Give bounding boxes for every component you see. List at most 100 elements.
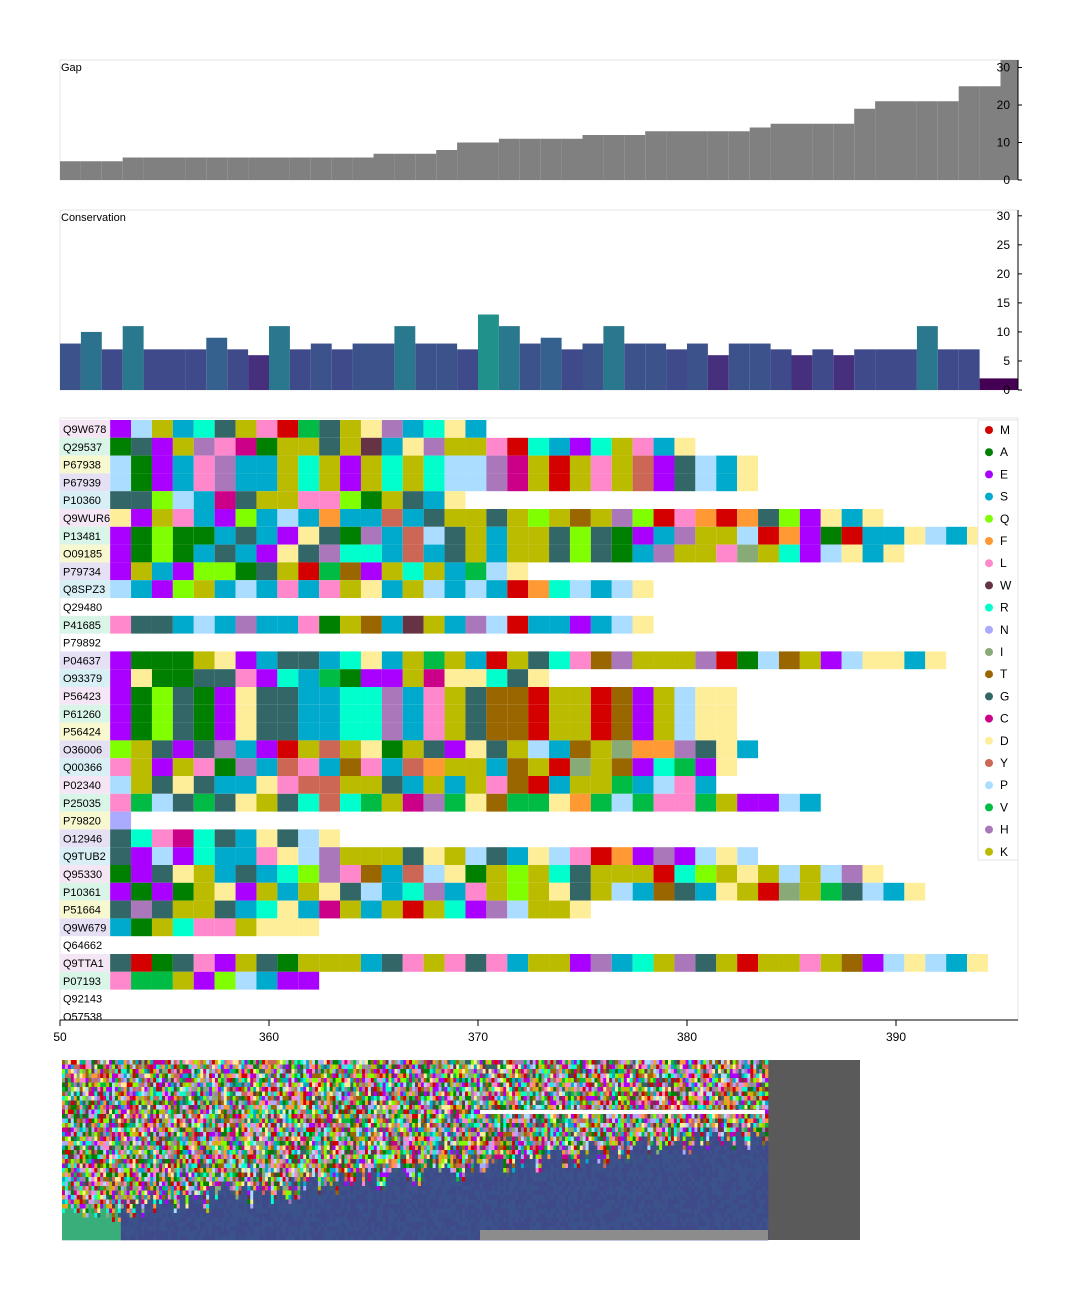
overview-cell: [256, 1091, 260, 1097]
overview-cell: [238, 1096, 242, 1101]
overview-cell: [173, 1105, 178, 1110]
overview-cell: [156, 1060, 160, 1065]
overview-cell: [76, 1213, 80, 1218]
overview-cell: [320, 1204, 325, 1209]
overview-cell: [259, 1222, 263, 1227]
overview-cell: [200, 1231, 204, 1236]
overview-cell: [247, 1087, 251, 1092]
overview-cell: [94, 1154, 98, 1160]
overview-cell: [164, 1190, 169, 1196]
overview-cell: [306, 1064, 310, 1070]
alignment-cell: [549, 437, 570, 456]
overview-cell: [159, 1154, 163, 1160]
overview-cell: [276, 1168, 280, 1173]
overview-cell: [341, 1195, 345, 1200]
overview-cell: [300, 1060, 304, 1065]
overview-cell: [120, 1159, 125, 1164]
alignment-cell: [381, 669, 403, 687]
overview-cell: [238, 1069, 242, 1074]
overview-cell: [123, 1150, 128, 1155]
overview-cell: [220, 1217, 225, 1223]
overview-cell: [179, 1109, 183, 1115]
alignment-cell: [131, 704, 152, 723]
overview-cell: [279, 1177, 283, 1182]
overview-cell: [250, 1087, 254, 1092]
overview-cell: [226, 1060, 230, 1065]
overview-cell: [103, 1186, 107, 1191]
overview-cell: [329, 1154, 333, 1160]
overview-cell: [264, 1105, 269, 1110]
overview-cell: [170, 1186, 175, 1191]
conservation-bar: [498, 326, 520, 390]
overview-cell: [79, 1235, 83, 1241]
overview-cell: [323, 1204, 328, 1209]
overview-cell: [67, 1060, 72, 1065]
alignment-cell: [799, 509, 821, 527]
alignment-cell: [110, 722, 132, 741]
conservation-ytick-label: 20: [997, 267, 1011, 281]
overview-cell: [173, 1141, 178, 1146]
overview-cell: [88, 1217, 92, 1223]
overview-cell: [350, 1123, 354, 1128]
overview-cell: [67, 1159, 72, 1164]
overview-cell: [109, 1186, 113, 1191]
overview-cell: [226, 1132, 230, 1137]
overview-cell: [241, 1226, 245, 1232]
overview-cell: [262, 1231, 266, 1236]
overview-cell: [217, 1195, 222, 1200]
overview-cell: [306, 1132, 310, 1137]
alignment-cell: [486, 882, 508, 901]
overview-cell: [341, 1163, 345, 1169]
overview-cell: [259, 1132, 263, 1137]
alignment-overview-minimap[interactable]: [62, 1060, 860, 1241]
alignment-cell: [360, 420, 382, 438]
overview-cell: [176, 1154, 180, 1160]
overview-cell: [238, 1078, 242, 1083]
overview-cell: [323, 1114, 328, 1119]
alignment-cell: [402, 437, 424, 456]
overview-cell: [88, 1208, 92, 1214]
overview-cell: [217, 1096, 222, 1101]
overview-cell: [332, 1105, 336, 1110]
alignment-cell: [674, 526, 696, 545]
overview-cell: [73, 1078, 78, 1083]
overview-cell: [70, 1064, 75, 1070]
overview-cell: [150, 1213, 154, 1218]
alignment-cell: [674, 544, 696, 563]
overview-cell: [282, 1154, 286, 1160]
alignment-cell: [590, 722, 612, 741]
overview-cell: [294, 1087, 298, 1092]
alignment-cell: [381, 687, 403, 705]
overview-cell: [262, 1091, 266, 1097]
overview-cell: [170, 1213, 175, 1218]
overview-cell: [350, 1181, 354, 1187]
overview-cell: [156, 1204, 160, 1209]
overview-cell: [85, 1060, 89, 1065]
overview-cell: [250, 1078, 254, 1083]
overview-cell: [162, 1208, 166, 1214]
overview-cell: [341, 1109, 345, 1115]
overview-cell: [270, 1154, 275, 1160]
overview-cell: [153, 1123, 157, 1128]
alignment-cell: [549, 615, 570, 634]
overview-cell: [297, 1154, 301, 1160]
overview-cell: [206, 1150, 210, 1155]
overview-cell: [332, 1073, 336, 1079]
overview-cell: [329, 1226, 333, 1232]
alignment-cell: [319, 954, 341, 972]
overview-cell: [141, 1159, 145, 1164]
overview-cell: [97, 1064, 101, 1070]
overview-cell: [67, 1118, 72, 1124]
overview-cell: [153, 1078, 157, 1083]
overview-cell: [179, 1150, 183, 1155]
overview-cell: [106, 1163, 110, 1169]
overview-cell: [276, 1136, 280, 1142]
overview-cell: [256, 1141, 260, 1146]
sequence-id-label: P02340: [63, 780, 101, 792]
sequence-id-background: [60, 865, 110, 883]
overview-cell: [241, 1163, 245, 1169]
overview-cell: [238, 1109, 242, 1115]
overview-cell: [273, 1060, 278, 1065]
overview-cell: [323, 1145, 328, 1151]
overview-cell: [112, 1136, 116, 1142]
